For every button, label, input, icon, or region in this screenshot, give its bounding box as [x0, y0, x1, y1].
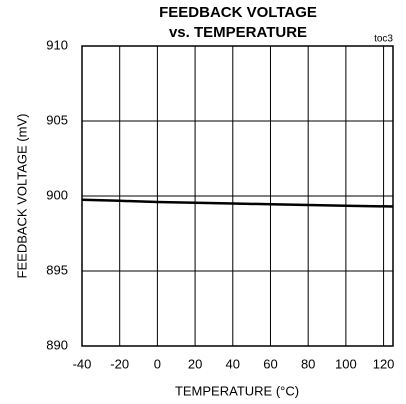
x-tick-label: 60: [263, 356, 277, 371]
x-tick-label: 120: [373, 356, 395, 371]
data-line: [81, 198, 394, 208]
x-tick-label: -20: [110, 356, 129, 371]
x-tick-label: 40: [226, 356, 240, 371]
y-tick-label: 910: [46, 37, 68, 52]
x-tick-label: -40: [73, 356, 92, 371]
y-tick-label: 895: [46, 262, 68, 277]
y-axis-label: FEEDBACK VOLTAGE (mV): [14, 114, 29, 279]
x-tick-label: 0: [154, 356, 161, 371]
x-tick-label: 100: [335, 356, 357, 371]
plot-frame: [81, 45, 394, 347]
chart-title: FEEDBACK VOLTAGE: [159, 4, 317, 21]
chart-subtitle: vs. TEMPERATURE: [169, 24, 307, 41]
y-tick-label: 900: [46, 187, 68, 202]
annotation: toc3: [374, 34, 393, 45]
x-tick-label: 80: [301, 356, 315, 371]
x-axis-label: TEMPERATURE (°C): [175, 383, 299, 398]
x-tick-label: 20: [188, 356, 202, 371]
y-tick-label: 890: [46, 337, 68, 352]
y-tick-label: 905: [46, 112, 68, 127]
